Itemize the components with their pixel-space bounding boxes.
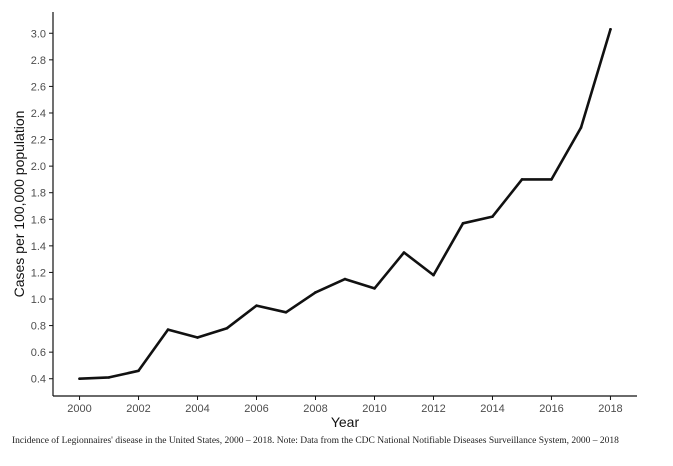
data-point (78, 377, 81, 381)
y-tick-label: 1.4 (31, 241, 46, 253)
data-point (284, 310, 288, 314)
data-point (402, 251, 406, 254)
x-tick-label: 2016 (539, 403, 563, 415)
y-tick-label: 3.0 (31, 28, 46, 40)
y-tick-label: 2.0 (31, 161, 46, 173)
data-point (461, 221, 465, 225)
y-tick-label: 1.6 (31, 214, 46, 226)
data-point (166, 328, 170, 331)
y-axis-ticks: 0.4 0.6 0.8 1.0 1.2 1.4 1.6 1.8 2.0 2.2 2.4 2.6 2.8 3… (31, 28, 53, 386)
x-tick-label: 2014 (480, 403, 504, 415)
data-point (137, 369, 140, 373)
data-point (107, 376, 111, 379)
x-tick-label: 2006 (244, 403, 268, 415)
figure-caption: Incidence of Legionnaires' disease in th… (12, 436, 619, 446)
data-point (196, 336, 199, 339)
y-tick-label: 0.6 (31, 347, 46, 359)
x-tick-label: 2008 (303, 403, 327, 415)
series-line (78, 28, 612, 380)
data-point (373, 287, 376, 290)
data-point (579, 126, 583, 129)
data-point (609, 27, 612, 31)
x-tick-label: 2012 (421, 403, 445, 415)
data-point (491, 215, 494, 218)
x-axis-ticks: 2000 2002 2004 2006 2008 2010 2012 2014 2016 2018 (67, 396, 623, 415)
y-tick-label: 0.8 (31, 321, 46, 333)
x-tick-label: 2004 (185, 403, 209, 415)
data-point (314, 291, 317, 294)
y-tick-label: 2.8 (31, 55, 46, 67)
data-point (550, 178, 553, 181)
x-tick-label: 2000 (67, 403, 91, 415)
y-axis-title: Cases per 100,000 population (11, 111, 27, 298)
y-tick-label: 0.4 (31, 374, 46, 386)
y-tick-label: 2.6 (31, 81, 46, 93)
y-tick-label: 1.0 (31, 294, 46, 306)
y-tick-label: 2.2 (31, 135, 46, 147)
line-chart: 0.4 0.6 0.8 1.0 1.2 1.4 1.6 1.8 2.0 2.2 2.4 2.6 2.8 3… (11, 12, 637, 430)
x-tick-label: 2002 (126, 403, 150, 415)
data-points (78, 27, 612, 381)
data-point (255, 304, 258, 307)
x-tick-label: 2010 (362, 403, 386, 415)
data-point (432, 273, 435, 277)
y-tick-label: 1.2 (31, 267, 46, 279)
data-point (520, 178, 524, 181)
y-tick-label: 2.4 (31, 108, 46, 120)
x-tick-label: 2018 (598, 403, 622, 415)
x-axis-title: Year (331, 414, 360, 430)
data-point (225, 326, 229, 330)
y-tick-label: 1.8 (31, 188, 46, 200)
data-point (343, 277, 347, 281)
